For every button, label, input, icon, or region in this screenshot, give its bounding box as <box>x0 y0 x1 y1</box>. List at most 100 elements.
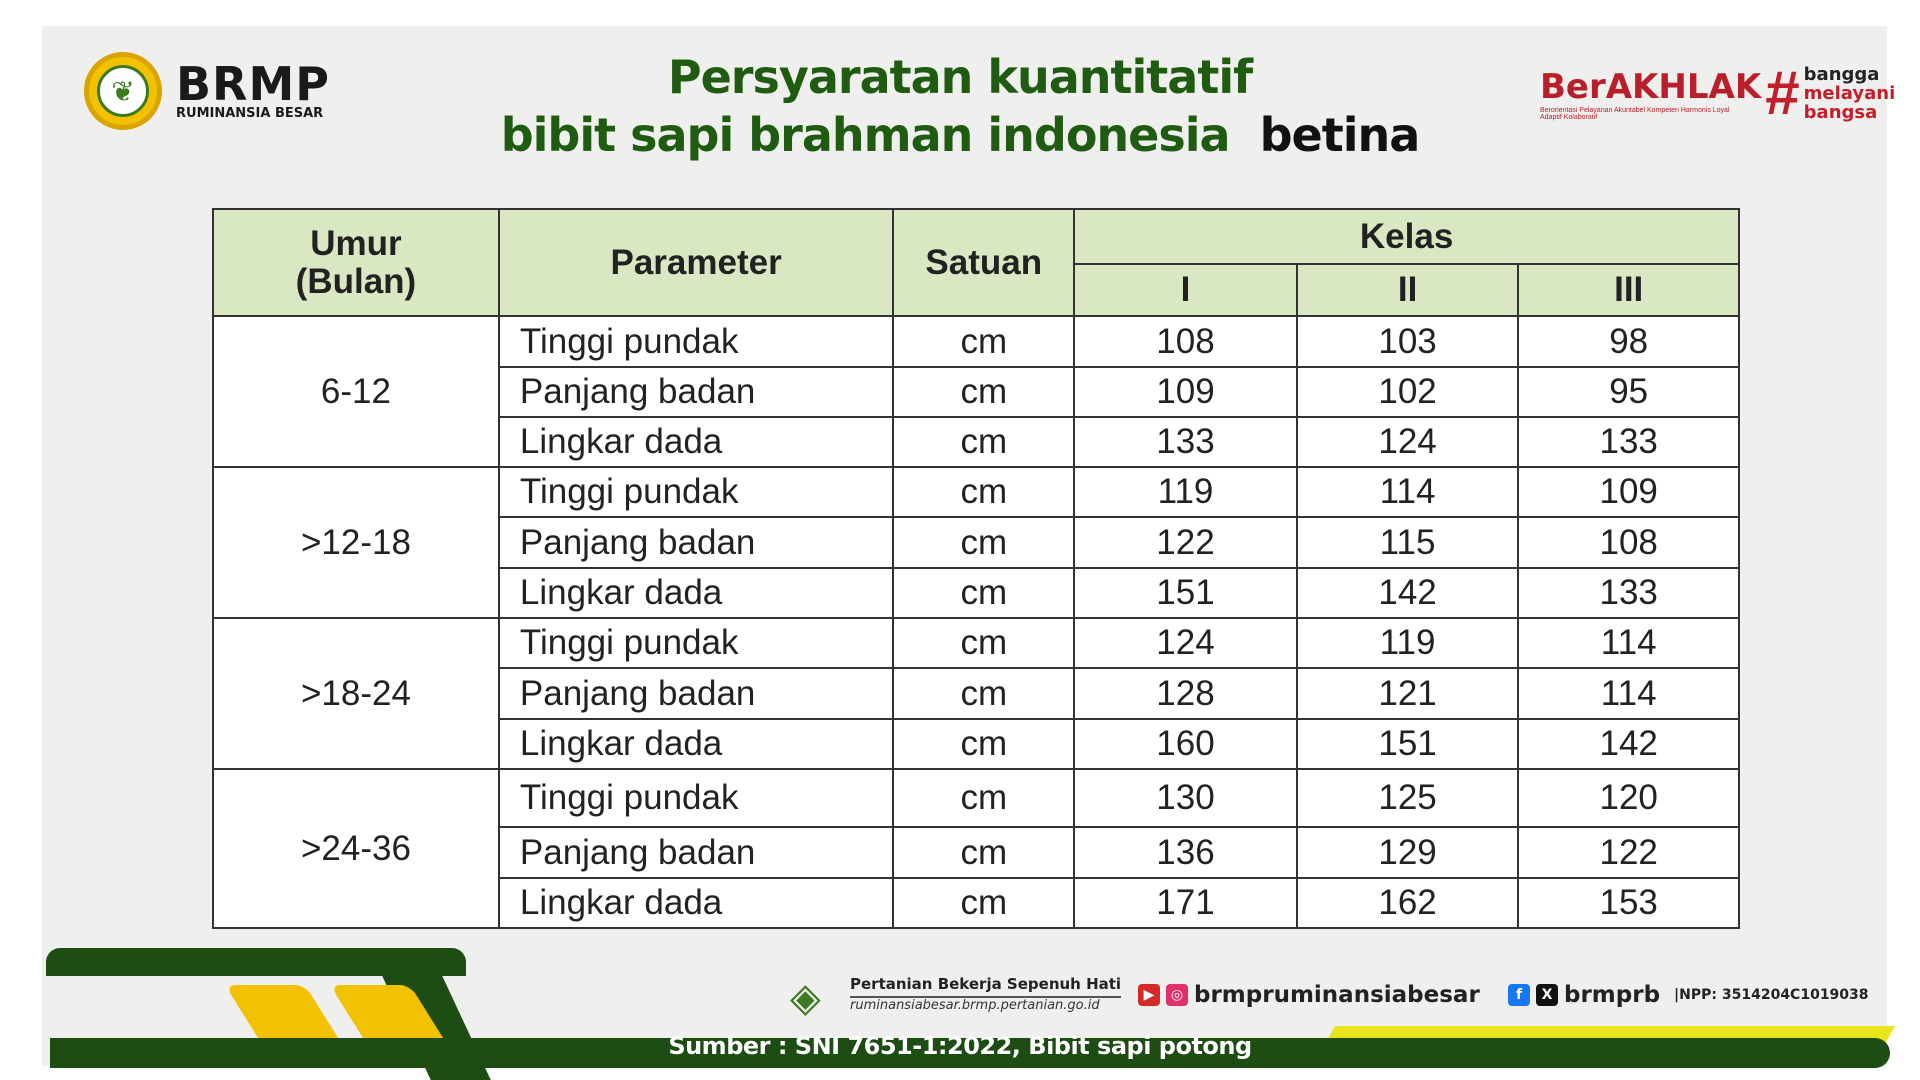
age-cell: >12-18 <box>212 466 500 619</box>
table-row: >12-18 Tinggi pundak cm 119 114 109 <box>212 466 1740 619</box>
table-row: Lingkar dada cm 160 151 142 <box>213 718 1740 770</box>
instagram-text: brmpruminansiabesar <box>1194 982 1480 1008</box>
bangsa-text: bangsa <box>1803 102 1878 123</box>
unit-cell: cm <box>892 826 1076 879</box>
parameter-cell: Lingkar dada <box>497 877 895 929</box>
youtube-icon: ▶ <box>1138 984 1160 1006</box>
footer-band <box>50 1038 1890 1068</box>
class-2-value: 102 <box>1295 366 1520 418</box>
table-row: 6-12 Tinggi pundak cm 108 103 98 <box>212 315 1740 468</box>
class-1-value: 171 <box>1073 877 1298 929</box>
footer-tagline: Pertanian Bekerja Sepenuh Hati <box>850 975 1122 998</box>
parameter-cell: Panjang badan <box>497 826 895 879</box>
class-3-value: 108 <box>1517 516 1740 569</box>
unit-cell: cm <box>892 466 1076 518</box>
brand-name: BRMP <box>176 56 330 111</box>
table-row: >24-36 Tinggi pundak cm 130 125 120 <box>212 768 1740 929</box>
title-text: bibit sapi brahman indonesia <box>500 108 1231 162</box>
class-2-value: 114 <box>1295 466 1520 518</box>
class-1-value: 130 <box>1073 768 1298 828</box>
parameter-cell: Panjang badan <box>497 516 895 569</box>
class-1-value: 133 <box>1073 416 1298 468</box>
table-row: Panjang badan cm 109 102 95 <box>213 366 1740 418</box>
age-cell: 6-12 <box>212 315 500 468</box>
unit-cell: cm <box>892 366 1076 418</box>
tagline-block: ◈ Pertanian Bekerja Sepenuh Hati ruminan… <box>790 975 1122 1021</box>
brmp-logo: ❦ BRMP RUMINANSIA BESAR <box>84 52 330 130</box>
class-3-value: 114 <box>1517 667 1740 720</box>
header-satuan: Satuan <box>892 208 1076 317</box>
unit-cell: cm <box>892 667 1076 720</box>
class-2-value: 124 <box>1295 416 1520 468</box>
leaf-logo-icon: ◈ <box>790 975 821 1021</box>
class-3-value: 120 <box>1517 768 1740 828</box>
header-umur: Umur (Bulan) <box>212 208 500 317</box>
footer-website[interactable]: ruminansiabesar.brmp.pertanian.go.id <box>850 998 1100 1013</box>
parameter-cell: Lingkar dada <box>497 567 895 619</box>
class-1-value: 122 <box>1073 516 1298 569</box>
table-row: Panjang badan cm 136 129 122 <box>213 826 1740 879</box>
parameter-cell: Tinggi pundak <box>497 617 895 669</box>
header-parameter: Parameter <box>497 208 895 317</box>
title-line-1: Persyaratan kuantitatif <box>667 50 1253 104</box>
class-3-value: 153 <box>1517 877 1740 929</box>
class-2-value: 129 <box>1295 826 1520 879</box>
unit-cell: cm <box>892 416 1076 468</box>
class-1-value: 136 <box>1073 826 1298 879</box>
parameter-cell: Panjang badan <box>497 366 895 418</box>
class-3-value: 122 <box>1517 826 1740 879</box>
class-2-value: 142 <box>1295 567 1520 619</box>
header-class-2: II <box>1295 263 1520 317</box>
facebook-icon: f <box>1508 984 1530 1006</box>
table-row: Lingkar dada cm 133 124 133 <box>213 416 1740 468</box>
table-row: Lingkar dada cm 171 162 153 <box>213 877 1740 929</box>
class-2-value: 119 <box>1295 617 1520 669</box>
parameter-cell: Tinggi pundak <box>497 466 895 518</box>
parameter-cell: Tinggi pundak <box>497 315 895 368</box>
title-emphasis: betina <box>1259 108 1421 162</box>
unit-cell: cm <box>892 718 1076 770</box>
table-row: Lingkar dada cm 151 142 133 <box>213 567 1740 619</box>
class-1-value: 151 <box>1073 567 1298 619</box>
class-2-value: 121 <box>1295 667 1520 720</box>
parameter-cell: Panjang badan <box>497 667 895 720</box>
unit-cell: cm <box>892 617 1076 669</box>
berakhlak-text: BerAKHLAK <box>1540 66 1762 107</box>
class-3-value: 95 <box>1517 366 1740 418</box>
parameter-cell: Lingkar dada <box>497 416 895 468</box>
berakhlak-logo: BerAKHLAK Berorientasi Pelayanan Akuntab… <box>1540 58 1895 129</box>
parameter-cell: Tinggi pundak <box>497 768 895 828</box>
unit-cell: cm <box>892 516 1076 569</box>
class-2-value: 103 <box>1295 315 1520 368</box>
class-1-value: 124 <box>1073 617 1298 669</box>
class-3-value: 98 <box>1517 315 1740 368</box>
class-1-value: 160 <box>1073 718 1298 770</box>
unit-cell: cm <box>892 877 1076 929</box>
class-3-value: 109 <box>1517 466 1740 518</box>
class-2-value: 115 <box>1295 516 1520 569</box>
class-3-value: 114 <box>1517 617 1740 669</box>
instagram-handle[interactable]: ▶ ◎ brmpruminansiabesar <box>1138 982 1480 1008</box>
age-cell: >24-36 <box>212 768 500 929</box>
unit-cell: cm <box>892 768 1076 828</box>
class-3-value: 133 <box>1517 567 1740 619</box>
parameter-cell: Lingkar dada <box>497 718 895 770</box>
twitter-handle[interactable]: f X brmprb |NPP: 3514204C1019038 <box>1508 982 1869 1008</box>
age-cell: >18-24 <box>212 617 500 770</box>
bangga-text: bangga <box>1803 64 1880 85</box>
class-3-value: 133 <box>1517 416 1740 468</box>
header-class-1: I <box>1073 263 1298 317</box>
class-2-value: 151 <box>1295 718 1520 770</box>
class-2-value: 125 <box>1295 768 1520 828</box>
hashtag-icon: # <box>1765 59 1800 128</box>
unit-cell: cm <box>892 567 1076 619</box>
class-1-value: 128 <box>1073 667 1298 720</box>
source-note: Sumber : SNI 7651-1:2022, Bibit sapi pot… <box>668 1032 1252 1060</box>
table-row: Panjang badan cm 128 121 114 <box>213 667 1740 720</box>
header-class-3: III <box>1517 263 1740 317</box>
x-icon: X <box>1536 984 1558 1006</box>
table-row: >18-24 Tinggi pundak cm 124 119 114 <box>212 617 1740 770</box>
ministry-seal-icon: ❦ <box>84 52 162 130</box>
class-1-value: 109 <box>1073 366 1298 418</box>
class-1-value: 119 <box>1073 466 1298 518</box>
